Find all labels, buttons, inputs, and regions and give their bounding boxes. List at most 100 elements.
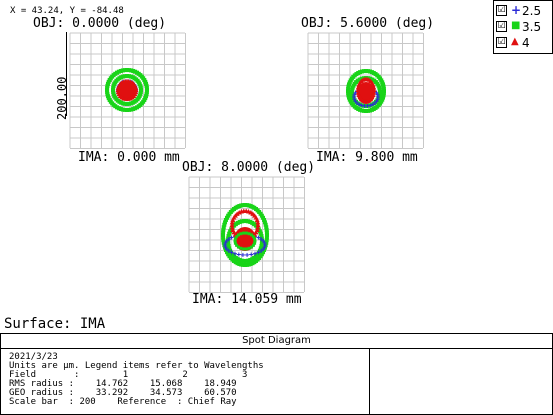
plus-marker-icon: + bbox=[511, 3, 522, 17]
spot-square bbox=[105, 92, 110, 97]
spot-square bbox=[377, 92, 382, 97]
spot-square bbox=[381, 84, 386, 89]
spot-square bbox=[226, 241, 231, 246]
spot-square bbox=[261, 250, 266, 255]
spot-pattern bbox=[221, 203, 269, 267]
spot-square bbox=[127, 68, 132, 73]
spot-plot-field-2[interactable] bbox=[306, 31, 424, 149]
checkbox-icon[interactable]: ☑ bbox=[496, 5, 507, 16]
spot-pattern bbox=[346, 69, 386, 113]
spot-square bbox=[377, 94, 382, 99]
spot-triangle bbox=[255, 222, 261, 227]
spot-square bbox=[347, 97, 352, 102]
spot-square bbox=[346, 84, 351, 89]
field-title-2: OBJ: 5.6000 (deg) bbox=[301, 16, 435, 31]
square-marker-icon: ■ bbox=[511, 20, 521, 31]
spot-square bbox=[350, 85, 355, 90]
info-rms-row: RMS radius : 14.762 15.068 18.949 bbox=[9, 379, 237, 389]
spot-square bbox=[262, 248, 267, 252]
spot-square bbox=[247, 246, 251, 250]
spot-square bbox=[242, 231, 246, 235]
spot-square bbox=[368, 76, 373, 81]
info-scale-row: Scale bar : 200 Reference : Chief Ray bbox=[9, 397, 237, 407]
spot-pattern bbox=[105, 68, 149, 112]
spot-square bbox=[380, 95, 385, 100]
spot-square bbox=[226, 252, 231, 257]
spot-square bbox=[364, 109, 368, 113]
spot-square bbox=[244, 258, 249, 263]
spot-square bbox=[251, 243, 255, 247]
ima-label-1: IMA: 0.000 mm bbox=[78, 150, 180, 165]
legend-label: 3.5 bbox=[522, 20, 542, 34]
info-panel: Spot Diagram 2021/3/23 Units are µm. Leg… bbox=[0, 333, 553, 415]
spot-square bbox=[264, 225, 269, 230]
spot-square bbox=[223, 248, 228, 252]
spot-square bbox=[241, 219, 246, 224]
spot-square bbox=[138, 86, 143, 91]
spot-square bbox=[239, 246, 243, 250]
spot-square bbox=[382, 89, 386, 93]
field-title-1: OBJ: 0.0000 (deg) bbox=[33, 16, 167, 31]
spot-square bbox=[347, 95, 352, 100]
legend-label: 2.5 bbox=[522, 4, 542, 18]
spot-square bbox=[221, 227, 226, 232]
spot-square bbox=[144, 83, 149, 88]
spot-triangle bbox=[230, 227, 236, 233]
spot-square bbox=[350, 87, 355, 92]
spot-square bbox=[222, 222, 227, 227]
spot-square bbox=[366, 76, 371, 81]
spot-square bbox=[221, 238, 226, 243]
spot-triangle bbox=[371, 87, 377, 92]
spot-triangle bbox=[356, 92, 362, 98]
spot-square bbox=[380, 82, 385, 87]
info-units: Units are µm. Legend items refer to Wave… bbox=[9, 361, 264, 371]
spot-square bbox=[241, 258, 246, 263]
checkbox-icon[interactable]: ☑ bbox=[496, 37, 507, 48]
spot-square bbox=[125, 108, 129, 112]
spot-plot-field-1[interactable] bbox=[68, 31, 186, 149]
spot-square bbox=[129, 68, 134, 73]
spot-square bbox=[261, 215, 266, 220]
spot-square bbox=[144, 81, 149, 86]
legend-item-wave-2[interactable]: ☑ ■ 3.5 bbox=[496, 19, 552, 35]
spot-square bbox=[258, 246, 263, 251]
spot-square bbox=[118, 68, 123, 73]
spot-square bbox=[378, 90, 382, 94]
spot-square bbox=[246, 219, 251, 224]
spot-square bbox=[125, 68, 129, 72]
spot-square bbox=[228, 229, 233, 234]
spot-square bbox=[221, 230, 226, 235]
spot-square bbox=[236, 233, 240, 237]
spot-square bbox=[120, 68, 125, 73]
spot-square bbox=[253, 237, 257, 241]
spot-square bbox=[239, 219, 244, 224]
spot-square bbox=[226, 243, 231, 248]
spot-triangle bbox=[230, 217, 236, 222]
spot-square bbox=[250, 245, 254, 249]
plot-grid bbox=[307, 32, 424, 149]
spot-square bbox=[361, 69, 366, 74]
spot-square bbox=[250, 233, 254, 237]
info-title: Spot Diagram bbox=[1, 334, 552, 349]
spot-square bbox=[262, 218, 267, 222]
spot-square bbox=[131, 107, 136, 112]
spot-square bbox=[361, 76, 366, 81]
checkbox-icon[interactable]: ☑ bbox=[496, 21, 507, 32]
spot-square bbox=[242, 247, 246, 251]
spot-triangle bbox=[370, 82, 376, 87]
spot-square bbox=[377, 87, 382, 92]
spot-plot-field-3[interactable] bbox=[187, 175, 305, 293]
spot-square bbox=[258, 231, 263, 236]
legend-item-wave-1[interactable]: ☑ + 2.5 bbox=[496, 3, 552, 19]
triangle-marker-icon: ▲ bbox=[511, 36, 519, 47]
spot-square bbox=[246, 258, 251, 263]
spot-square bbox=[350, 94, 355, 99]
surface-label: Surface: IMA bbox=[4, 316, 106, 332]
info-date: 2021/3/23 bbox=[9, 352, 58, 362]
legend-item-wave-3[interactable]: ☑ ▲ 4 bbox=[496, 35, 552, 51]
spot-square bbox=[346, 86, 351, 91]
spot-square bbox=[264, 235, 269, 240]
spot-square bbox=[236, 245, 240, 249]
spot-triangle bbox=[255, 225, 261, 230]
spot-square bbox=[350, 90, 354, 94]
